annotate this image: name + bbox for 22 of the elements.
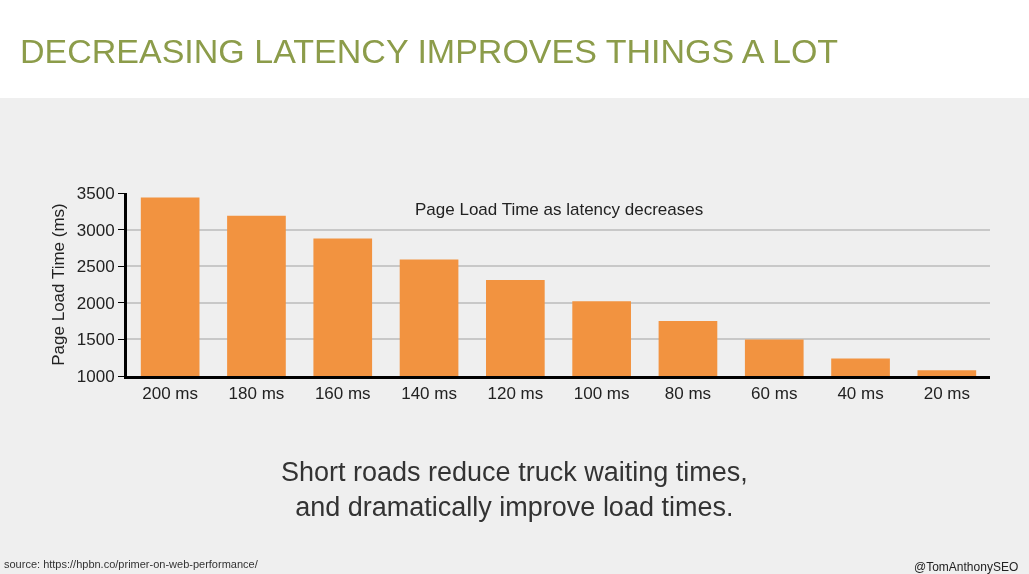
x-tick-label: 80 ms — [664, 384, 712, 404]
y-tick-label: 3500 — [76, 183, 115, 203]
y-axis-title: Page Load Time (ms) — [49, 203, 69, 366]
x-tick-label: 100 ms — [573, 384, 630, 404]
chart-title: DECREASING LATENCY IMPROVES THINGS A LOT — [20, 32, 839, 70]
text: Short roads reduce truck waiting times, and dramatically improve load times. — [281, 457, 748, 523]
x-tick-label: 140 ms — [401, 384, 457, 404]
source-note: source: https://hpbn.co/primer-on-web-performance/ — [4, 558, 259, 570]
x-tick-label: 60 ms — [751, 384, 798, 404]
x-tick-label: 180 ms — [228, 384, 285, 404]
text: @TomAnthonySEO — [914, 560, 1019, 574]
x-tick-label: 40 ms — [837, 384, 884, 404]
chart-subtitle: Page Load Time as latency decreases — [415, 200, 704, 219]
y-tick-label: 3000 — [76, 220, 115, 240]
x-tick-label: 160 ms — [314, 384, 371, 404]
y-tick-label: 2500 — [76, 257, 115, 277]
x-tick-label: 20 ms — [923, 384, 970, 404]
y-tick-label: 1500 — [76, 330, 115, 350]
x-tick-label: 200 ms — [142, 384, 199, 404]
x-tick-label: 120 ms — [487, 384, 544, 404]
y-tick-label: 1000 — [76, 366, 115, 386]
y-tick-label: 2000 — [76, 293, 115, 313]
